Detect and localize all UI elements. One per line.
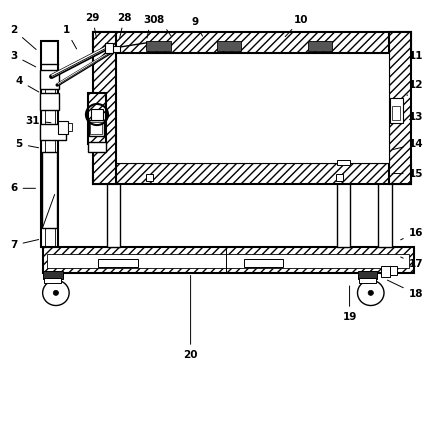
- Bar: [40, 124, 66, 140]
- Bar: [88, 142, 106, 152]
- Bar: [47, 254, 409, 269]
- Bar: [42, 152, 57, 228]
- Text: 15: 15: [392, 168, 423, 179]
- Bar: [358, 272, 377, 279]
- Text: 10: 10: [285, 15, 308, 37]
- Text: 16: 16: [400, 228, 423, 240]
- Bar: [244, 259, 284, 267]
- Bar: [44, 278, 61, 283]
- Bar: [359, 278, 376, 283]
- Text: 2: 2: [10, 25, 36, 49]
- Bar: [41, 41, 58, 247]
- Text: 3: 3: [10, 50, 36, 67]
- Bar: [217, 41, 241, 51]
- Bar: [307, 41, 332, 51]
- Bar: [89, 120, 105, 136]
- Bar: [389, 32, 412, 184]
- Bar: [43, 272, 62, 279]
- Text: 30: 30: [144, 15, 158, 38]
- Bar: [116, 53, 389, 163]
- Bar: [40, 93, 59, 110]
- Bar: [58, 121, 68, 134]
- Bar: [378, 182, 392, 247]
- Text: 13: 13: [408, 112, 423, 122]
- Bar: [93, 32, 116, 184]
- Bar: [392, 106, 400, 121]
- Text: 18: 18: [388, 280, 423, 299]
- Text: 29: 29: [85, 13, 100, 38]
- Bar: [90, 122, 102, 134]
- Circle shape: [368, 290, 373, 295]
- Bar: [88, 93, 106, 144]
- Text: 14: 14: [392, 139, 423, 150]
- Text: 11: 11: [408, 50, 423, 66]
- Bar: [336, 174, 343, 181]
- Bar: [98, 259, 138, 267]
- Text: 19: 19: [342, 286, 357, 322]
- Circle shape: [53, 290, 58, 295]
- Text: 12: 12: [407, 80, 423, 96]
- Text: 4: 4: [16, 76, 39, 92]
- Text: 6: 6: [10, 183, 35, 193]
- Bar: [43, 247, 414, 273]
- Bar: [40, 70, 59, 89]
- Bar: [381, 266, 390, 277]
- Text: 5: 5: [16, 139, 39, 149]
- Bar: [109, 46, 120, 52]
- Bar: [337, 160, 350, 165]
- Bar: [91, 110, 103, 120]
- Text: 31: 31: [25, 116, 51, 126]
- Bar: [147, 41, 171, 51]
- Bar: [93, 32, 412, 53]
- Bar: [68, 123, 72, 132]
- Text: 8: 8: [156, 15, 171, 36]
- Text: 7: 7: [10, 239, 39, 250]
- Bar: [390, 266, 397, 275]
- Bar: [107, 163, 120, 247]
- Bar: [93, 163, 412, 184]
- Text: 9: 9: [191, 17, 202, 36]
- Text: 17: 17: [400, 257, 423, 269]
- Bar: [337, 163, 350, 247]
- Text: 20: 20: [183, 275, 198, 360]
- Bar: [390, 98, 404, 124]
- Text: 1: 1: [62, 25, 77, 49]
- Bar: [147, 174, 153, 181]
- Text: 28: 28: [117, 13, 132, 38]
- Bar: [105, 43, 113, 53]
